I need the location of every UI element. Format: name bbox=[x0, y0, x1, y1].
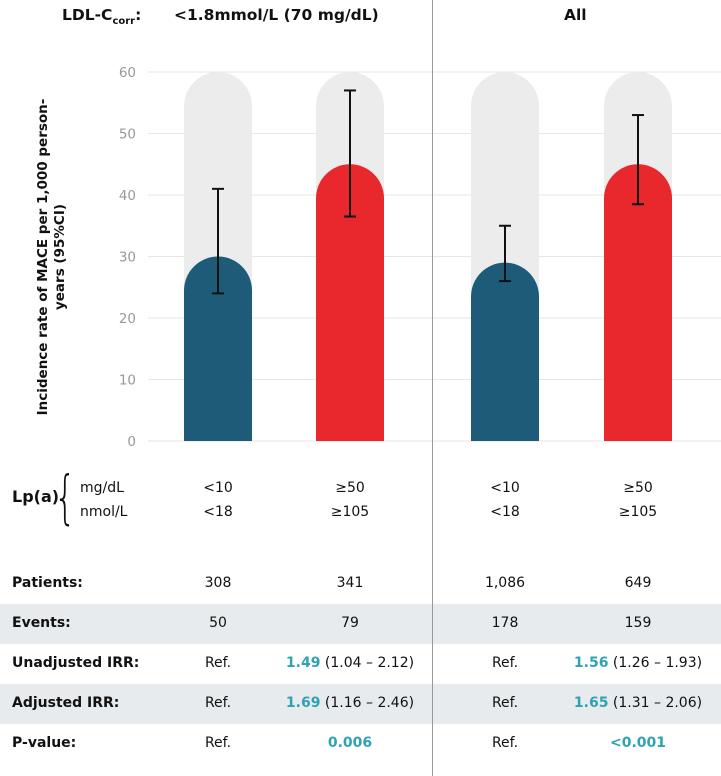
group-divider bbox=[432, 0, 433, 776]
table-cell: Ref. bbox=[204, 655, 232, 671]
bar bbox=[604, 164, 672, 441]
lpa-label: Lp(a) bbox=[12, 487, 60, 506]
brace-icon: { bbox=[54, 463, 77, 531]
irr-value: 1.69 bbox=[285, 695, 321, 711]
irr-value: 0.006 bbox=[327, 735, 373, 751]
ldl-label-main: LDL-C bbox=[62, 6, 113, 24]
confidence-interval: (1.16 – 2.46) bbox=[320, 695, 415, 711]
irr-value: <0.001 bbox=[609, 735, 666, 751]
row-label: Adjusted IRR: bbox=[12, 695, 120, 711]
irr-value: 1.49 bbox=[285, 655, 321, 671]
ldl-label-sub: corr bbox=[112, 16, 136, 28]
y-tick-label: 10 bbox=[119, 373, 136, 389]
table-cell: 1.69 (1.16 – 2.46) bbox=[250, 695, 450, 711]
y-tick-label: 50 bbox=[119, 127, 136, 143]
table-cell: Ref. bbox=[204, 735, 232, 751]
table-cell: 50 bbox=[209, 615, 227, 631]
row-label: Unadjusted IRR: bbox=[12, 655, 140, 671]
table-cell: Ref. bbox=[491, 655, 519, 671]
table-cell: 159 bbox=[624, 615, 652, 631]
unit-mg: mg/dL bbox=[80, 480, 124, 496]
table-cell: 649 bbox=[624, 575, 652, 591]
table-cell: 1,086 bbox=[484, 575, 526, 591]
group-right-title: All bbox=[564, 6, 587, 24]
y-tick-label: 40 bbox=[119, 188, 136, 204]
lpa-nmol-value: <18 bbox=[203, 504, 233, 520]
incidence-chart: 0 10 20 30 40 50 60 bbox=[119, 65, 721, 450]
bar bbox=[316, 164, 384, 441]
row-band bbox=[0, 604, 721, 644]
table-cell: 1.49 (1.04 – 2.12) bbox=[250, 655, 450, 671]
ldl-label-colon: : bbox=[135, 6, 142, 24]
irr-value: 1.56 bbox=[573, 655, 609, 671]
row-label: P-value: bbox=[12, 735, 77, 751]
lpa-mg-value: <10 bbox=[490, 480, 520, 496]
lpa-mg-value: ≥50 bbox=[335, 480, 365, 496]
bar bbox=[471, 262, 539, 441]
table-cell: 1.65 (1.31 – 2.06) bbox=[538, 695, 721, 711]
confidence-interval: (1.26 – 1.93) bbox=[608, 655, 703, 671]
table-cell: <0.001 bbox=[538, 735, 721, 751]
table-cell: Ref. bbox=[204, 695, 232, 711]
table-cell: Ref. bbox=[491, 695, 519, 711]
table-cell: 341 bbox=[336, 575, 364, 591]
group-left-title: <1.8mmol/L (70 mg/dL) bbox=[174, 6, 379, 24]
lpa-nmol-value: ≥105 bbox=[618, 504, 658, 520]
table-cell: 178 bbox=[491, 615, 519, 631]
row-label: Events: bbox=[12, 615, 71, 631]
confidence-interval: (1.04 – 2.12) bbox=[320, 655, 415, 671]
table-cell: 0.006 bbox=[250, 735, 450, 751]
confidence-interval: (1.31 – 2.06) bbox=[608, 695, 703, 711]
lpa-nmol-value: <18 bbox=[490, 504, 520, 520]
row-band bbox=[0, 684, 721, 724]
bar bbox=[184, 256, 252, 441]
table-cell: 1.56 (1.26 – 1.93) bbox=[538, 655, 721, 671]
y-tick-label: 0 bbox=[127, 434, 136, 450]
y-axis-label: Incidence rate of MACE per 1,000 person-… bbox=[35, 98, 68, 416]
y-tick-label: 30 bbox=[119, 250, 136, 266]
unit-nmol: nmol/L bbox=[80, 504, 128, 520]
table-cell: 308 bbox=[204, 575, 232, 591]
irr-value: 1.65 bbox=[573, 695, 609, 711]
ldl-label: LDL-Ccorr: bbox=[62, 6, 141, 27]
row-label: Patients: bbox=[12, 575, 83, 591]
lpa-mg-value: ≥50 bbox=[623, 480, 653, 496]
lpa-mg-value: <10 bbox=[203, 480, 233, 496]
table-cell: 79 bbox=[341, 615, 359, 631]
y-tick-label: 20 bbox=[119, 311, 136, 327]
table-cell: Ref. bbox=[491, 735, 519, 751]
lpa-nmol-value: ≥105 bbox=[330, 504, 370, 520]
y-tick-label: 60 bbox=[119, 65, 136, 81]
